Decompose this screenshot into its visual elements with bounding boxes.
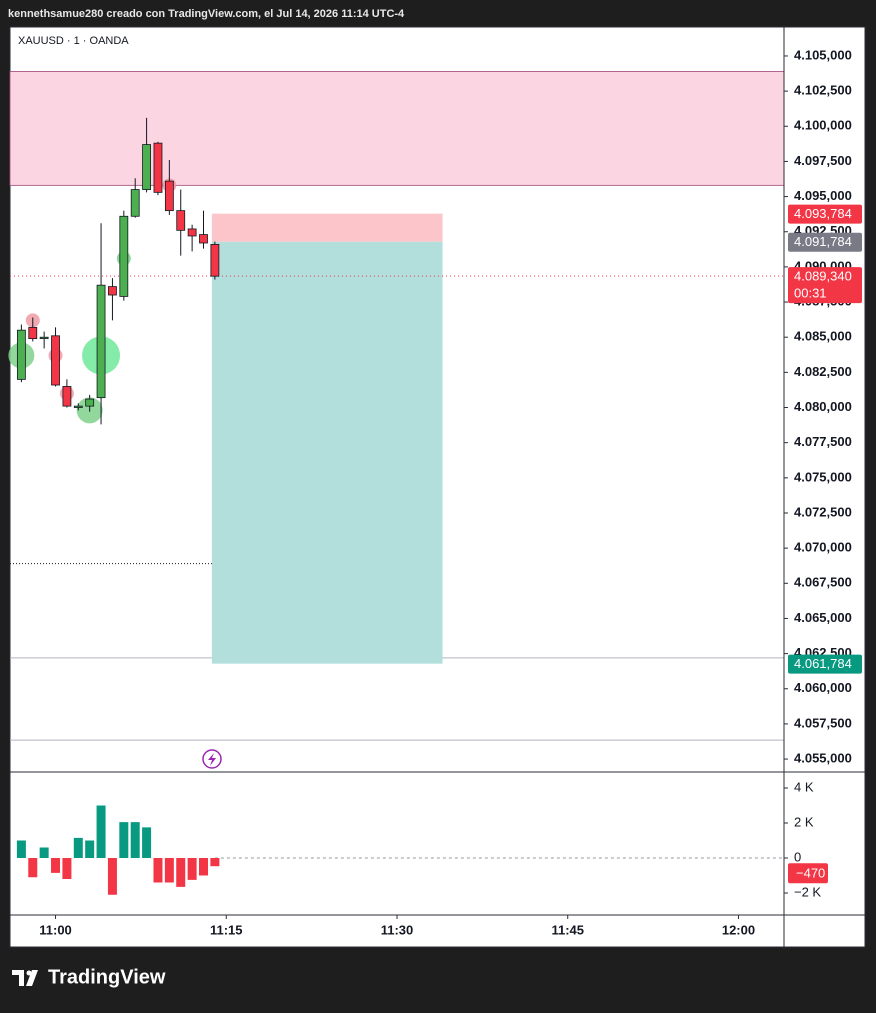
price-label-box bbox=[788, 267, 862, 304]
candle-body bbox=[199, 234, 208, 244]
logo-dot bbox=[26, 970, 32, 976]
plot bbox=[8, 71, 785, 741]
price-label: 4.093,784 bbox=[794, 206, 852, 221]
delta-bar bbox=[164, 857, 174, 883]
delta-tick-label: −2 K bbox=[794, 884, 821, 899]
candle-body bbox=[119, 215, 129, 297]
delta-bar bbox=[73, 837, 83, 858]
delta-bar bbox=[142, 827, 152, 858]
delta-bar bbox=[187, 857, 197, 880]
y-tick-label: 4.070,000 bbox=[794, 540, 852, 555]
x-tick-label: 11:15 bbox=[210, 922, 243, 937]
y-tick-label: 4.100,000 bbox=[794, 118, 852, 133]
delta-bar bbox=[39, 847, 49, 858]
y-tick-label: 4.075,000 bbox=[794, 469, 852, 484]
y-tick-label: 4.105,000 bbox=[794, 47, 852, 62]
delta-label-box bbox=[788, 863, 828, 884]
y-tick-label: 4.072,500 bbox=[794, 504, 852, 519]
y-tick-label: 4.055,000 bbox=[794, 751, 852, 766]
candle-body bbox=[51, 335, 60, 386]
y-tick-label: 4.057,500 bbox=[794, 715, 852, 730]
brand-logo: TradingView bbox=[12, 966, 166, 988]
candle-body bbox=[130, 189, 140, 217]
delta-bar bbox=[153, 857, 163, 883]
delta-bar bbox=[28, 857, 38, 878]
price-label-box bbox=[788, 232, 862, 252]
delta-bar bbox=[130, 822, 140, 858]
delta-bar bbox=[119, 822, 129, 858]
price-label-box bbox=[788, 654, 862, 674]
candle-body bbox=[96, 284, 106, 399]
delta-bar bbox=[107, 857, 117, 895]
candle-body bbox=[153, 142, 163, 193]
logo-icon bbox=[12, 970, 38, 986]
position-stop-area bbox=[211, 213, 443, 242]
price-label: 4.061,784 bbox=[794, 656, 852, 671]
delta-bar bbox=[85, 840, 95, 858]
price-label: 4.091,784 bbox=[794, 234, 852, 249]
candle-body bbox=[176, 210, 186, 231]
y-tick-label: 4.082,500 bbox=[794, 364, 852, 379]
delta-label: −470 bbox=[796, 866, 825, 881]
y-tick-label: 4.085,000 bbox=[794, 329, 852, 344]
candle-body bbox=[210, 243, 220, 277]
header-text: kennethsamue280 creado con TradingView.c… bbox=[8, 8, 405, 20]
delta-bar bbox=[51, 857, 61, 873]
y-tick-label: 4.095,000 bbox=[794, 188, 852, 203]
brand-name: TradingView bbox=[48, 966, 166, 988]
delta-bar bbox=[176, 857, 186, 887]
delta-bar bbox=[199, 857, 208, 876]
y-tick-label: 4.067,500 bbox=[794, 575, 852, 590]
y-tick-label: 4.097,500 bbox=[794, 153, 852, 168]
candle-body bbox=[142, 144, 151, 190]
x-tick-label: 11:00 bbox=[39, 922, 72, 937]
position-target-area bbox=[211, 241, 443, 664]
delta-bar bbox=[96, 805, 106, 858]
delta-tick-label: 2 K bbox=[794, 814, 814, 829]
lightning-bolt bbox=[208, 753, 216, 766]
lightning-icon[interactable] bbox=[202, 749, 222, 769]
y-tick-label: 4.080,000 bbox=[794, 399, 852, 414]
price-label: 4.089,340 bbox=[794, 269, 852, 284]
countdown: 00:31 bbox=[794, 286, 827, 301]
delta-bar bbox=[62, 857, 72, 880]
candle-body bbox=[28, 326, 38, 340]
delta-tick-label: 4 K bbox=[794, 779, 814, 794]
x-tick-label: 11:30 bbox=[381, 922, 414, 937]
candle-body bbox=[62, 386, 72, 407]
y-tick-label: 4.065,000 bbox=[794, 610, 852, 625]
x-tick-label: 11:45 bbox=[551, 922, 584, 937]
candle-body bbox=[39, 336, 49, 340]
candle-body bbox=[164, 180, 174, 212]
delta-bar bbox=[210, 857, 220, 867]
y-tick-label: 4.077,500 bbox=[794, 434, 852, 449]
price-label-box bbox=[788, 204, 862, 224]
candle-body bbox=[108, 286, 117, 296]
x-tick-label: 12:00 bbox=[722, 922, 755, 937]
symbol-title: XAUUSD · 1 · OANDA bbox=[18, 35, 129, 47]
candle-body bbox=[187, 228, 197, 237]
candle-body bbox=[73, 405, 83, 408]
y-tick-label: 4.060,000 bbox=[794, 680, 852, 695]
zone bbox=[9, 71, 785, 186]
candle-body bbox=[16, 329, 26, 380]
delta-bar bbox=[16, 840, 26, 858]
y-tick-label: 4.102,500 bbox=[794, 83, 852, 98]
candle-body bbox=[85, 398, 95, 407]
delta-tick-label: 0 bbox=[794, 849, 801, 864]
